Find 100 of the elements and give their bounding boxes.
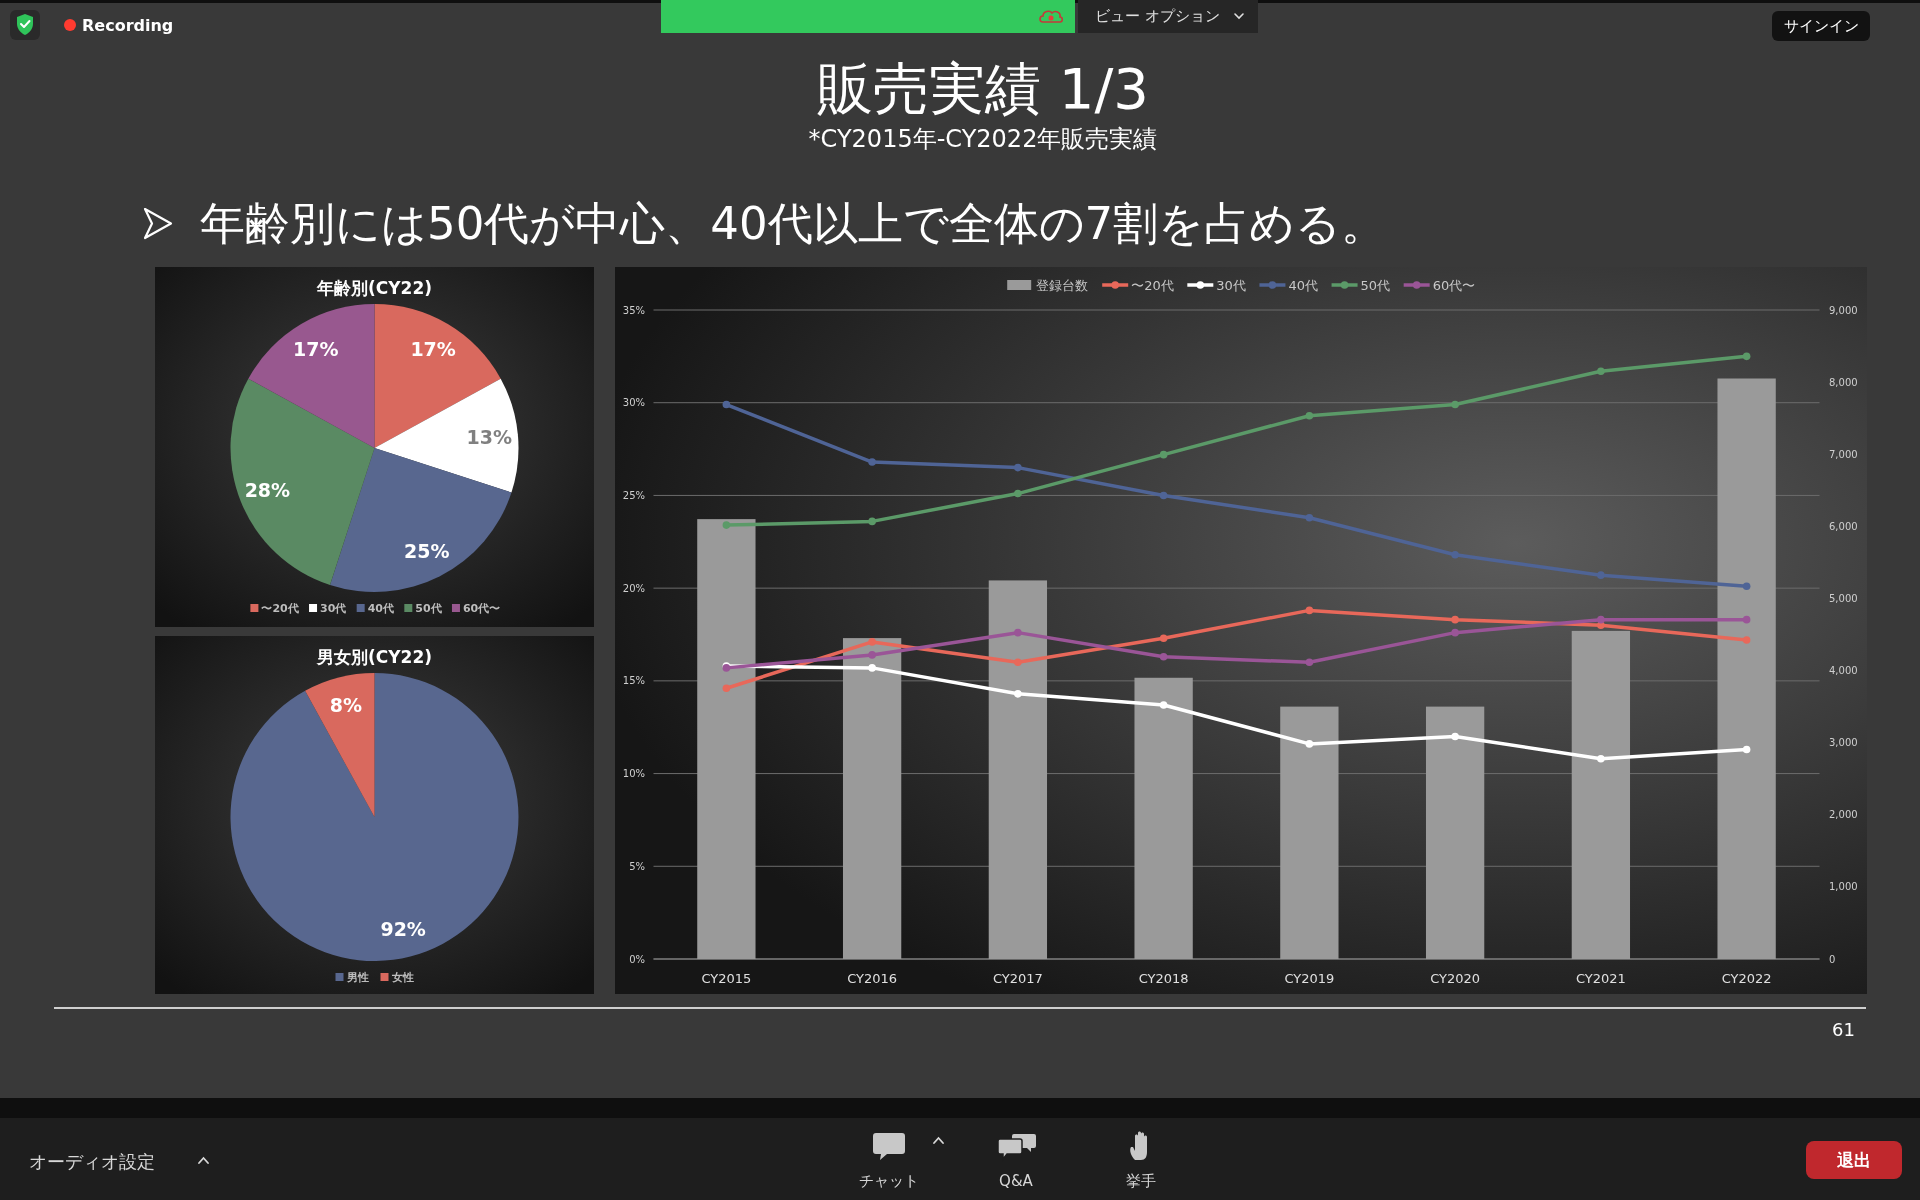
data-label: 92% (380, 917, 426, 940)
bar (842, 638, 902, 959)
data-label: 28% (244, 479, 291, 502)
point (1305, 740, 1314, 748)
text: 挙手 (1126, 1172, 1156, 1190)
y-tick-label: 20% (622, 582, 645, 594)
pie-slice (374, 378, 519, 493)
point (722, 521, 731, 529)
bar (1425, 706, 1485, 959)
point (1597, 615, 1605, 624)
text: ビュー オプション (1095, 7, 1220, 25)
bar (1717, 378, 1776, 959)
text: 年齢別には50代が中心、40代以上で全体の7割を占める。 (200, 196, 1387, 250)
text: サインイン (1783, 17, 1859, 35)
x-tick-label: CY2018 (1138, 970, 1189, 986)
point (1451, 628, 1459, 637)
y-tick-label: 15% (622, 675, 645, 687)
point (868, 664, 876, 672)
legend-label: 50代 (1360, 277, 1391, 293)
y-tick-label: 0% (629, 953, 645, 965)
legend-label: 〜20代 (1131, 277, 1174, 293)
y2-tick-label: 2,000 (1829, 809, 1858, 821)
point (722, 400, 731, 409)
data-label: 17% (293, 337, 339, 360)
point (1451, 550, 1459, 559)
point (1305, 411, 1314, 420)
point (1305, 606, 1314, 615)
x-tick-label: CY2017 (992, 970, 1043, 986)
pie-slice (248, 304, 375, 448)
bar (1134, 677, 1193, 959)
bar (988, 580, 1048, 959)
text: 退出 (1836, 1150, 1871, 1170)
x-tick-label: CY2019 (1284, 970, 1335, 986)
x-tick-label: CY2016 (847, 970, 898, 986)
bar (697, 519, 756, 959)
text: オーディオ設定 (29, 1150, 155, 1172)
point (868, 458, 876, 466)
text: 販売実績 1/3 (817, 55, 1149, 121)
point (1305, 513, 1314, 522)
point (722, 684, 731, 693)
y2-tick-label: 5,000 (1829, 592, 1858, 604)
point (1742, 745, 1751, 754)
y-tick-label: 35% (622, 304, 645, 316)
text: チャット (859, 1172, 919, 1190)
y2-tick-label: 1,000 (1829, 881, 1858, 893)
data-label: 25% (404, 539, 450, 562)
x-tick-label: CY2022 (1721, 970, 1772, 986)
x-tick-label: CY2020 (1430, 970, 1481, 986)
bar (1571, 630, 1631, 959)
data-label: 17% (410, 337, 456, 360)
y2-tick-label: 9,000 (1829, 304, 1858, 316)
point (868, 638, 876, 646)
point (1742, 582, 1751, 591)
point (868, 651, 876, 659)
pie-slice (230, 673, 519, 961)
y-tick-label: 5% (629, 860, 645, 872)
point (1597, 367, 1605, 375)
point (1451, 400, 1459, 409)
legend-label: 30代 (1216, 277, 1246, 293)
legend-label: 50代 (415, 601, 442, 615)
point (1014, 658, 1022, 667)
point (1014, 463, 1022, 472)
point (1014, 628, 1022, 637)
legend-label: 40代 (1288, 277, 1318, 293)
x-tick-label: CY2021 (1575, 970, 1626, 986)
point (1451, 615, 1459, 624)
point (1014, 690, 1022, 698)
legend-label: 40代 (367, 601, 394, 615)
text: Recording (82, 15, 174, 35)
legend-label: 女性 (390, 970, 414, 984)
pie-slice (305, 673, 375, 817)
point (1742, 636, 1751, 644)
legend-label: 男性 (345, 970, 369, 984)
bar (1280, 706, 1339, 959)
point (1742, 352, 1751, 361)
point (1597, 754, 1605, 763)
legend-label: 30代 (320, 601, 347, 615)
y-tick-label: 30% (622, 397, 645, 409)
data-label: 13% (466, 426, 512, 449)
y2-tick-label: 8,000 (1829, 376, 1858, 388)
point (1014, 489, 1022, 498)
legend-label: 登録台数 (1036, 277, 1089, 293)
y2-tick-label: 6,000 (1829, 520, 1858, 532)
chart-title: 男女別(CY22) (316, 647, 432, 667)
y2-tick-label: 4,000 (1829, 665, 1858, 677)
y-tick-label: 25% (622, 489, 645, 501)
pie-slice (330, 448, 512, 592)
y2-tick-label: 0 (1829, 953, 1836, 965)
point (1159, 701, 1168, 709)
point (1451, 732, 1459, 741)
y-tick-label: 10% (622, 768, 645, 780)
text: Q&A (999, 1172, 1034, 1190)
chart-title: 年齢別(CY22) (316, 278, 432, 298)
point (1159, 652, 1168, 661)
point (1159, 634, 1168, 643)
x-tick-label: CY2015 (701, 970, 752, 986)
legend-label: 〜20代 (261, 601, 299, 615)
point (1742, 615, 1751, 624)
y2-tick-label: 7,000 (1829, 448, 1858, 460)
data-label: 8% (329, 694, 362, 717)
